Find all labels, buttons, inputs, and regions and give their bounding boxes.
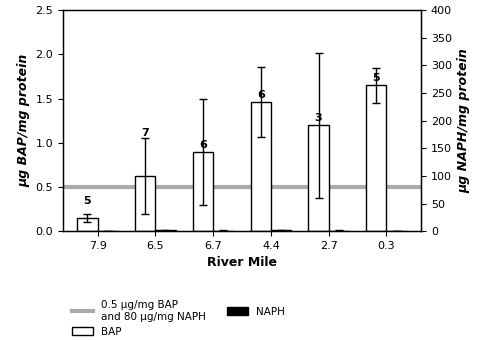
Bar — [77, 218, 98, 231]
Bar — [193, 152, 213, 231]
Text: 3: 3 — [315, 113, 322, 123]
Legend: 0.5 μg/mg BAP
and 80 μg/mg NAPH, BAP, NAPH: 0.5 μg/mg BAP and 80 μg/mg NAPH, BAP, NA… — [68, 296, 289, 340]
Bar — [366, 85, 386, 231]
Text: 5: 5 — [84, 197, 91, 206]
Text: 7: 7 — [141, 129, 149, 138]
Text: 6: 6 — [257, 90, 265, 100]
Text: 5: 5 — [373, 73, 380, 83]
Text: 6: 6 — [199, 140, 207, 150]
Y-axis label: μg BAP/mg protein: μg BAP/mg protein — [17, 54, 30, 187]
Bar — [135, 176, 155, 231]
X-axis label: River Mile: River Mile — [207, 256, 277, 270]
Bar — [251, 102, 271, 231]
Y-axis label: μg NAPH/mg protein: μg NAPH/mg protein — [457, 48, 470, 193]
Bar — [308, 125, 329, 231]
